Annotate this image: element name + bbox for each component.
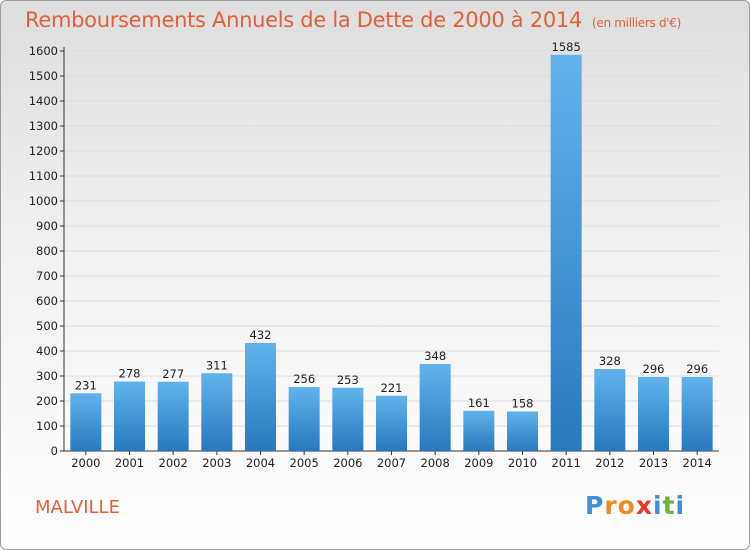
logo-letter: i [675,491,686,520]
logo-letter: r [604,491,618,520]
axes: 0 100 200 300 400 500 600 700 800 900 1000 1100 1200… [29,44,719,470]
y-tick-label: 600 [36,294,58,308]
bar-2000 [70,393,102,451]
y-tick-label: 1300 [29,119,58,133]
bar-2006 [332,387,364,451]
value-label-2000: 231 [75,378,97,392]
x-tick-label: 2001 [115,456,144,470]
y-tick-label: 0 [51,444,58,458]
bar-2007 [376,395,407,451]
x-tick-label: 2008 [421,456,450,470]
x-tick-label: 2000 [71,456,100,470]
value-label-2010: 158 [512,397,534,411]
y-tick-label: 800 [36,244,58,258]
value-label-2009: 161 [468,396,490,410]
x-tick-label: 2013 [639,456,668,470]
x-tick-label: 2002 [159,456,188,470]
value-label-2006: 253 [337,373,359,387]
bar-2008 [419,364,451,451]
x-tick-label: 2006 [333,456,362,470]
logo-letter: t [662,491,676,520]
value-label-2008: 348 [424,349,446,363]
bar-2003 [201,373,233,451]
x-tick-label: 2005 [290,456,319,470]
y-tick-label: 1100 [29,169,58,183]
x-tick-label: 2009 [464,456,493,470]
bars [70,54,713,451]
logo-letter: o [617,491,636,520]
x-tick-label: 2012 [595,456,624,470]
bar-2009 [463,410,495,451]
bar-2005 [288,387,320,451]
logo-letter: x [635,491,653,520]
bar-2010 [507,411,538,451]
chart-title: Remboursements Annuels de la Dette de 20… [25,8,681,32]
value-label-2012: 328 [599,354,621,368]
value-label-2014: 296 [686,362,708,376]
value-labels: 231 278 277 311 432 256 253 221 348 161 158 1585 328… [75,40,708,411]
value-label-2001: 278 [119,367,141,381]
x-tick-label: 2010 [508,456,537,470]
y-tick-label: 500 [36,319,58,333]
x-tick-label: 2011 [552,456,581,470]
y-tick-label: 200 [36,394,58,408]
x-tick-label: 2014 [683,456,712,470]
x-tick-label: 2007 [377,456,406,470]
bar-2001 [114,381,145,451]
logo-letter: i [653,491,663,520]
y-tick-label: 400 [36,344,58,358]
commune-name: MALVILLE [35,497,120,518]
bar-2004 [245,343,276,451]
y-tick-label: 1000 [29,194,58,208]
x-tick-label: 2004 [246,456,275,470]
y-tick-label: 300 [36,369,58,383]
x-tick-label: 2003 [202,456,231,470]
chart-unit: (en milliers d'€) [592,16,682,30]
y-tick-label: 900 [36,219,58,233]
logo-letter: P [585,491,605,520]
value-label-2004: 432 [250,328,272,342]
value-label-2007: 221 [381,381,403,395]
value-label-2011: 1585 [552,40,581,54]
y-tick-label: 1500 [29,69,58,83]
bar-2011 [550,54,582,451]
bar-2014 [681,377,713,451]
bar-2013 [638,377,669,451]
bar-2012 [594,369,626,451]
value-label-2013: 296 [643,362,665,376]
y-tick-label: 1400 [29,94,58,108]
value-label-2005: 256 [293,372,315,386]
bar-2002 [157,381,189,451]
y-tick-label: 1200 [29,144,58,158]
y-tick-label: 100 [36,419,58,433]
value-label-2002: 277 [162,367,184,381]
chart-title-text: Remboursements Annuels de la Dette de 20… [25,8,582,32]
y-tick-label: 1600 [29,44,58,58]
value-label-2003: 311 [206,358,228,372]
y-tick-label: 700 [36,269,58,283]
proxiti-logo: Proxiti [585,491,685,520]
